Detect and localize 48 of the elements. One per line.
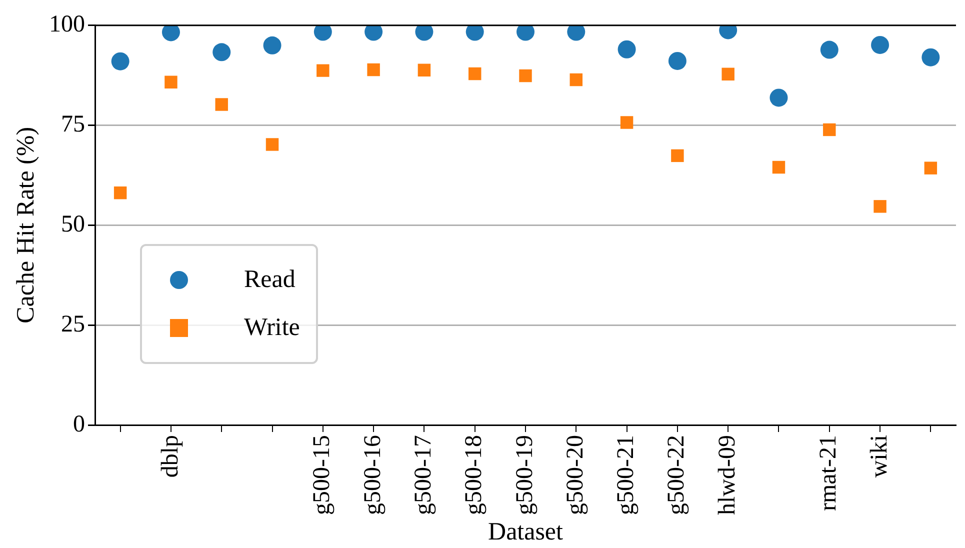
x-tick-label: g500-19 — [512, 435, 538, 516]
y-tick-label: 0 — [73, 411, 85, 438]
point — [922, 48, 940, 66]
point — [570, 73, 583, 86]
x-tick-label: g500-17 — [410, 435, 437, 516]
point — [519, 69, 532, 82]
point — [671, 149, 684, 162]
point — [874, 200, 886, 213]
point — [823, 123, 836, 136]
point — [620, 116, 634, 129]
x-tick-label: g500-18 — [461, 435, 488, 516]
legend-label: Write — [244, 314, 300, 342]
point — [111, 52, 130, 70]
x-tick-label: g500-16 — [360, 435, 386, 516]
point — [164, 76, 178, 89]
point — [618, 40, 636, 58]
point — [772, 160, 786, 174]
point — [263, 36, 282, 54]
point — [266, 138, 279, 151]
legend-label: Read — [244, 266, 296, 294]
x-tick-label: hlwd-09 — [714, 435, 740, 516]
x-tick-label: g500-22 — [664, 435, 690, 516]
point — [367, 63, 380, 76]
y-tick-label: 75 — [61, 112, 85, 138]
point — [418, 64, 431, 77]
y-tick-label: 50 — [61, 212, 85, 238]
x-tick-label: g500-20 — [562, 435, 588, 516]
point — [668, 52, 686, 70]
x-tick-label: g500-15 — [309, 435, 336, 516]
x-axis-title: Dataset — [488, 518, 564, 546]
x-tick-label: rmat-21 — [816, 435, 842, 511]
point — [722, 68, 734, 81]
point — [212, 43, 231, 62]
point — [924, 162, 938, 174]
point — [820, 40, 838, 59]
y-tick-label: 25 — [61, 311, 85, 338]
point — [114, 186, 127, 200]
point — [316, 64, 330, 77]
point — [162, 25, 180, 42]
y-tick-label: 100 — [49, 12, 85, 38]
point — [770, 88, 788, 107]
y-axis-title: Cache Hit Rate (%) — [12, 126, 40, 324]
x-tick-label: g500-21 — [613, 435, 640, 516]
point — [871, 36, 890, 54]
point — [215, 98, 228, 111]
x-tick-label: dblp — [157, 435, 184, 478]
x-tick-label: wiki — [866, 434, 892, 478]
point — [468, 67, 482, 80]
